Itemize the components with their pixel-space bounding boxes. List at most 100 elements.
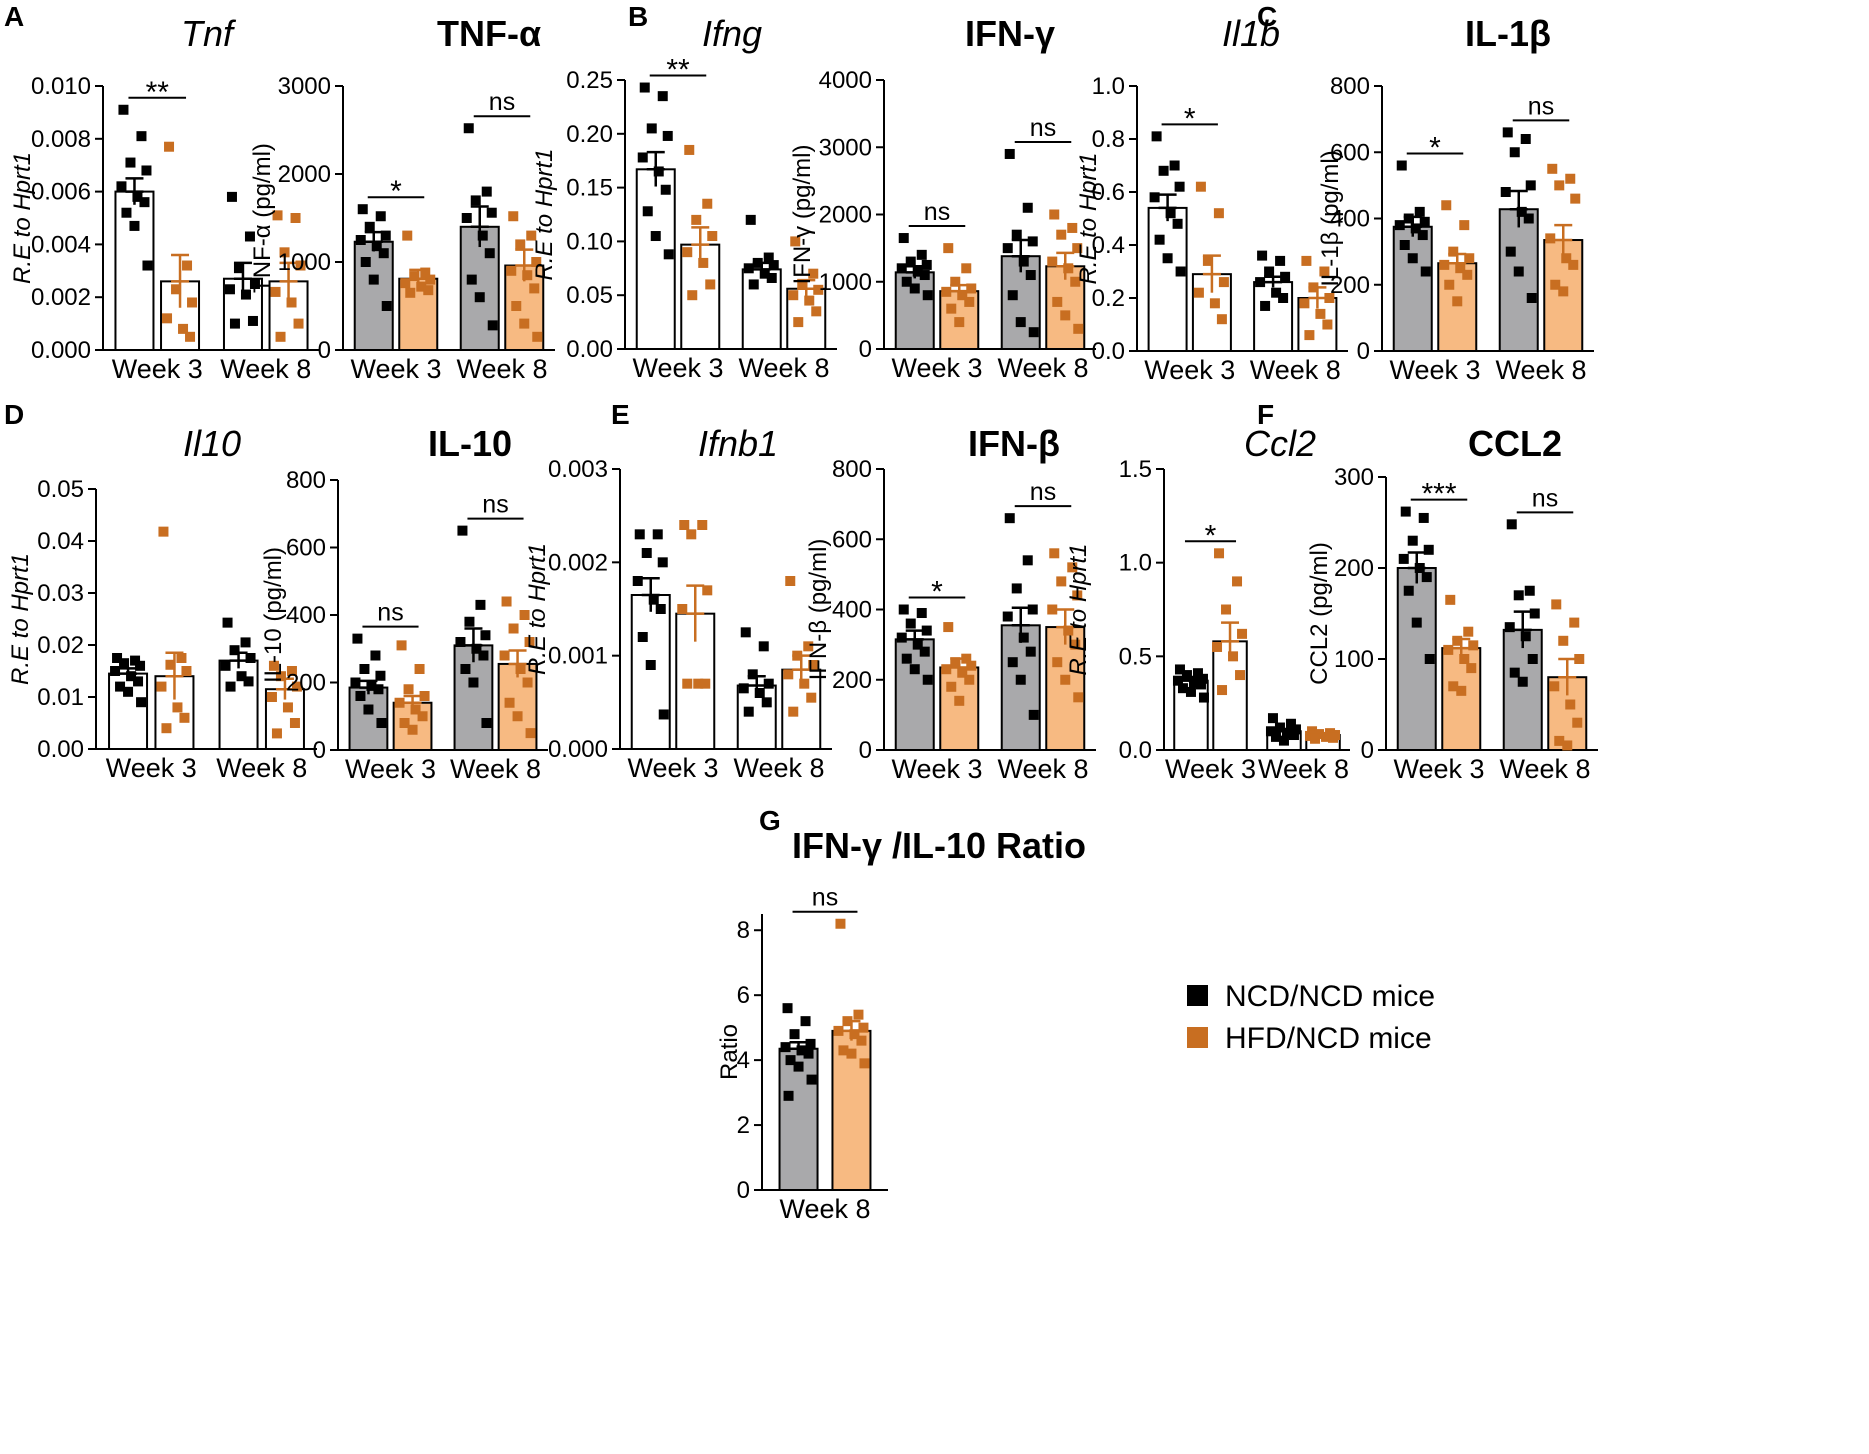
data-point [271, 728, 282, 739]
data-point [272, 210, 283, 221]
data-point [110, 666, 121, 676]
data-point [1551, 599, 1562, 610]
x-category-label: Week 8 [779, 1194, 870, 1224]
data-point [803, 641, 814, 652]
data-point [1505, 246, 1516, 257]
data-point [804, 295, 815, 306]
data-point [898, 604, 909, 615]
significance-label: * [1205, 519, 1217, 552]
chart-2: B Ifng 0.00 0.05 0.10 0.15 0.20 0.25 R.E to Hprt… [531, 1, 837, 383]
y-axis-label: R.E to Hprt1 [531, 148, 558, 280]
data-point [409, 271, 420, 282]
data-point [833, 1025, 844, 1036]
data-point [487, 320, 498, 331]
data-point [1169, 160, 1180, 171]
data-point [1443, 644, 1454, 655]
chart-7: IL-10 0 200 400 600 800 IL-10 (pg/ml) Week 3 Wee… [260, 423, 548, 784]
data-point [1414, 563, 1425, 573]
data-point [1052, 296, 1063, 307]
data-point [478, 650, 489, 661]
data-point [480, 630, 491, 641]
data-point [1403, 585, 1414, 596]
data-point [179, 712, 190, 723]
data-point [1047, 604, 1058, 615]
data-point [858, 1022, 869, 1033]
x-category-label: Week 8 [1495, 355, 1586, 385]
y-tick-label: 0.20 [566, 121, 613, 148]
data-point [1002, 611, 1013, 622]
data-point [1052, 657, 1063, 668]
data-point [526, 230, 537, 241]
data-point [1007, 290, 1018, 301]
y-tick-label: 0.2 [1092, 285, 1125, 312]
data-point [1217, 685, 1228, 696]
data-point [759, 268, 770, 279]
data-point [466, 274, 477, 285]
data-point [1322, 319, 1333, 330]
chart-8: E Ifnb1 0.000 0.001 0.002 0.003 R.E to Hprt1 We… [524, 399, 832, 783]
data-point [1400, 506, 1411, 517]
data-point [1516, 206, 1527, 217]
data-point [1520, 134, 1531, 144]
data-point [658, 709, 669, 720]
chart-title: IFN-β [968, 423, 1060, 464]
data-point [1228, 651, 1239, 662]
data-point [403, 684, 414, 695]
data-point [233, 263, 244, 274]
data-point [1418, 512, 1429, 523]
y-axis-label: IFN-γ (pg/ml) [789, 145, 816, 285]
data-point [748, 279, 759, 290]
data-point [1011, 229, 1022, 240]
legend-swatch-hfd [1187, 1027, 1208, 1048]
data-point [1214, 548, 1225, 559]
y-tick-label: 400 [832, 597, 872, 624]
y-tick-label: 0 [313, 737, 326, 764]
y-tick-label: 0.4 [1092, 232, 1125, 259]
data-point [943, 243, 954, 254]
x-category-label: Week 3 [627, 753, 718, 783]
y-tick-label: 0 [859, 737, 872, 764]
y-tick-label: 0.02 [37, 632, 84, 659]
data-point [1517, 676, 1528, 687]
significance-label: ns [482, 491, 508, 519]
data-point [468, 677, 479, 688]
data-point [1407, 535, 1418, 546]
data-point [743, 706, 754, 717]
x-category-label: Week 8 [733, 753, 824, 783]
data-point [295, 260, 306, 271]
data-point [811, 306, 822, 317]
significance-label: * [390, 175, 402, 208]
data-point [1015, 317, 1026, 328]
data-point [943, 622, 954, 633]
data-point [1421, 572, 1432, 583]
y-tick-label: 0 [1361, 737, 1374, 764]
data-point [1265, 726, 1276, 737]
data-point [763, 678, 774, 689]
data-point [1195, 181, 1206, 192]
data-point [224, 284, 235, 295]
data-point [1513, 266, 1524, 277]
y-tick-label: 0.10 [566, 228, 613, 255]
data-point [282, 702, 293, 713]
data-point [225, 681, 236, 692]
data-point [1195, 679, 1206, 690]
y-axis-label: TNF-α (pg/ml) [249, 143, 276, 293]
data-point [921, 625, 932, 636]
chart-3: IFN-γ 0 1000 2000 3000 4000 IFN-γ (pg/ml) Week … [789, 13, 1096, 383]
data-point [1022, 202, 1033, 213]
data-point [130, 655, 141, 666]
data-point [637, 632, 648, 642]
data-point [519, 318, 530, 329]
data-point [481, 718, 492, 728]
data-point [1060, 674, 1071, 685]
y-axis-label: R.E to Hprt1 [9, 152, 36, 284]
data-point [245, 653, 256, 663]
data-point [112, 653, 123, 663]
data-point [1456, 685, 1467, 696]
data-point [375, 670, 386, 681]
data-point [650, 231, 661, 242]
y-tick-label: 0.01 [37, 684, 84, 711]
data-point [508, 623, 519, 634]
data-point [1285, 718, 1296, 729]
